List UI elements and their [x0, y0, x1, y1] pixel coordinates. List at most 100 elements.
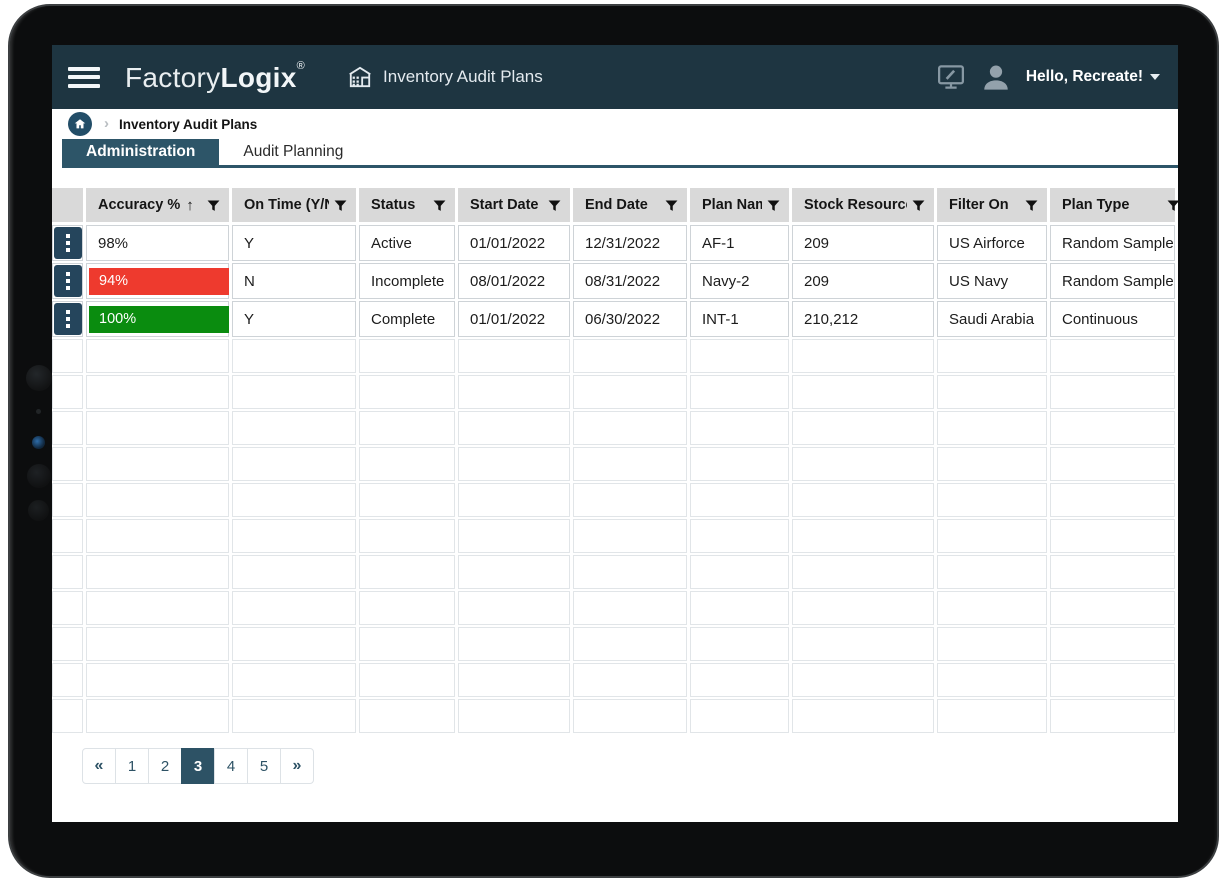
pagination-next-button[interactable]: » — [280, 748, 314, 784]
tab-administration[interactable]: Administration — [62, 139, 220, 165]
empty-cell — [937, 699, 1050, 735]
filter-icon[interactable] — [766, 198, 781, 213]
cell-accuracy: 100% — [86, 301, 232, 339]
cell-end-date: 12/31/2022 — [573, 225, 690, 263]
filter-icon[interactable] — [432, 198, 447, 213]
row-actions-button[interactable] — [53, 303, 82, 335]
empty-cell — [359, 375, 458, 411]
pagination-page-4[interactable]: 4 — [214, 748, 248, 784]
column-header-on-time-y-n[interactable]: On Time (Y/N) — [232, 188, 359, 225]
cell-on-time: Y — [232, 301, 359, 339]
pagination-page-5[interactable]: 5 — [247, 748, 281, 784]
app-screen: FactoryLogix® Inventory Audit Plans — [52, 45, 1178, 822]
empty-cell — [52, 483, 86, 519]
cell-plan-name: INT-1 — [690, 301, 792, 339]
empty-cell — [792, 699, 937, 735]
pagination-prev-button[interactable]: « — [82, 748, 116, 784]
empty-cell — [792, 663, 937, 699]
column-header-start-date[interactable]: Start Date — [458, 188, 573, 225]
column-header-status[interactable]: Status — [359, 188, 458, 225]
home-button[interactable] — [68, 112, 92, 136]
empty-cell — [52, 591, 86, 627]
empty-cell — [1050, 447, 1178, 483]
empty-cell — [52, 411, 86, 447]
empty-cell — [458, 483, 573, 519]
empty-cell — [573, 375, 690, 411]
accuracy-bar: 100% — [89, 305, 229, 333]
empty-cell — [937, 591, 1050, 627]
empty-cell — [52, 627, 86, 663]
empty-cell — [1050, 555, 1178, 591]
empty-cell — [1050, 699, 1178, 735]
pagination-page-1[interactable]: 1 — [115, 748, 149, 784]
empty-cell — [232, 627, 359, 663]
empty-cell — [690, 411, 792, 447]
empty-cell — [937, 627, 1050, 663]
empty-cell — [573, 519, 690, 555]
empty-cell — [690, 699, 792, 735]
filter-icon[interactable] — [333, 198, 348, 213]
cell-plan-type: Continuous — [1050, 301, 1178, 339]
filter-icon[interactable] — [664, 198, 679, 213]
warehouse-icon — [349, 66, 371, 88]
hamburger-menu-icon[interactable] — [68, 66, 100, 88]
page-title: Inventory Audit Plans — [347, 64, 543, 90]
brand-logo: FactoryLogix® — [125, 60, 306, 93]
cell-plan-type: Random Sample — [1050, 225, 1178, 263]
pagination-page-2[interactable]: 2 — [148, 748, 182, 784]
filter-icon[interactable] — [911, 198, 926, 213]
user-greeting-label: Hello, Recreate! — [1025, 68, 1143, 85]
cell-on-time: Y — [232, 225, 359, 263]
row-actions-button[interactable] — [53, 227, 82, 259]
cell-plan-name: AF-1 — [690, 225, 792, 263]
cell-filter-on: US Navy — [937, 263, 1050, 301]
empty-cell — [458, 663, 573, 699]
user-menu[interactable]: Hello, Recreate! — [1026, 68, 1160, 86]
accuracy-bar: 94% — [89, 267, 229, 295]
column-header-plan-type[interactable]: Plan Type — [1050, 188, 1178, 225]
column-header-end-date[interactable]: End Date — [573, 188, 690, 225]
cell-end-date: 08/31/2022 — [573, 263, 690, 301]
empty-cell — [573, 591, 690, 627]
screen-annotate-icon[interactable] — [936, 62, 966, 92]
chevron-down-icon — [1150, 74, 1160, 80]
cell-status: Complete — [359, 301, 458, 339]
table-empty-row — [52, 339, 1178, 375]
empty-cell — [52, 699, 86, 735]
filter-icon[interactable] — [206, 198, 221, 213]
pagination-page-3[interactable]: 3 — [181, 748, 215, 784]
cell-plan-type: Random Sample — [1050, 263, 1178, 301]
cell-accuracy: 94% — [86, 263, 232, 301]
empty-cell — [1050, 663, 1178, 699]
tablet-camera-dot — [27, 464, 51, 488]
table-empty-row — [52, 627, 1178, 663]
tablet-camera-dot — [36, 409, 41, 414]
empty-cell — [86, 519, 232, 555]
row-actions-cell — [52, 263, 86, 301]
filter-icon[interactable] — [1024, 198, 1039, 213]
tab-audit-planning[interactable]: Audit Planning — [219, 139, 368, 165]
empty-cell — [937, 447, 1050, 483]
empty-cell — [359, 555, 458, 591]
empty-cell — [232, 591, 359, 627]
page-title-label: Inventory Audit Plans — [383, 67, 543, 86]
filter-icon[interactable] — [1166, 198, 1178, 213]
column-header-filter-on[interactable]: Filter On — [937, 188, 1050, 225]
column-header-accuracy[interactable]: Accuracy % ↑ — [86, 188, 232, 225]
empty-cell — [86, 447, 232, 483]
column-header-plan-name[interactable]: Plan Name — [690, 188, 792, 225]
empty-cell — [359, 519, 458, 555]
empty-cell — [1050, 519, 1178, 555]
empty-cell — [458, 375, 573, 411]
filter-icon[interactable] — [547, 198, 562, 213]
empty-cell — [232, 555, 359, 591]
tablet-camera-lens — [32, 436, 45, 449]
empty-cell — [690, 483, 792, 519]
empty-cell — [52, 447, 86, 483]
row-actions-button[interactable] — [53, 265, 82, 297]
empty-cell — [86, 411, 232, 447]
column-header-stock-resource[interactable]: Stock Resource — [792, 188, 937, 225]
user-avatar[interactable] — [980, 61, 1012, 93]
empty-cell — [232, 411, 359, 447]
empty-cell — [458, 699, 573, 735]
